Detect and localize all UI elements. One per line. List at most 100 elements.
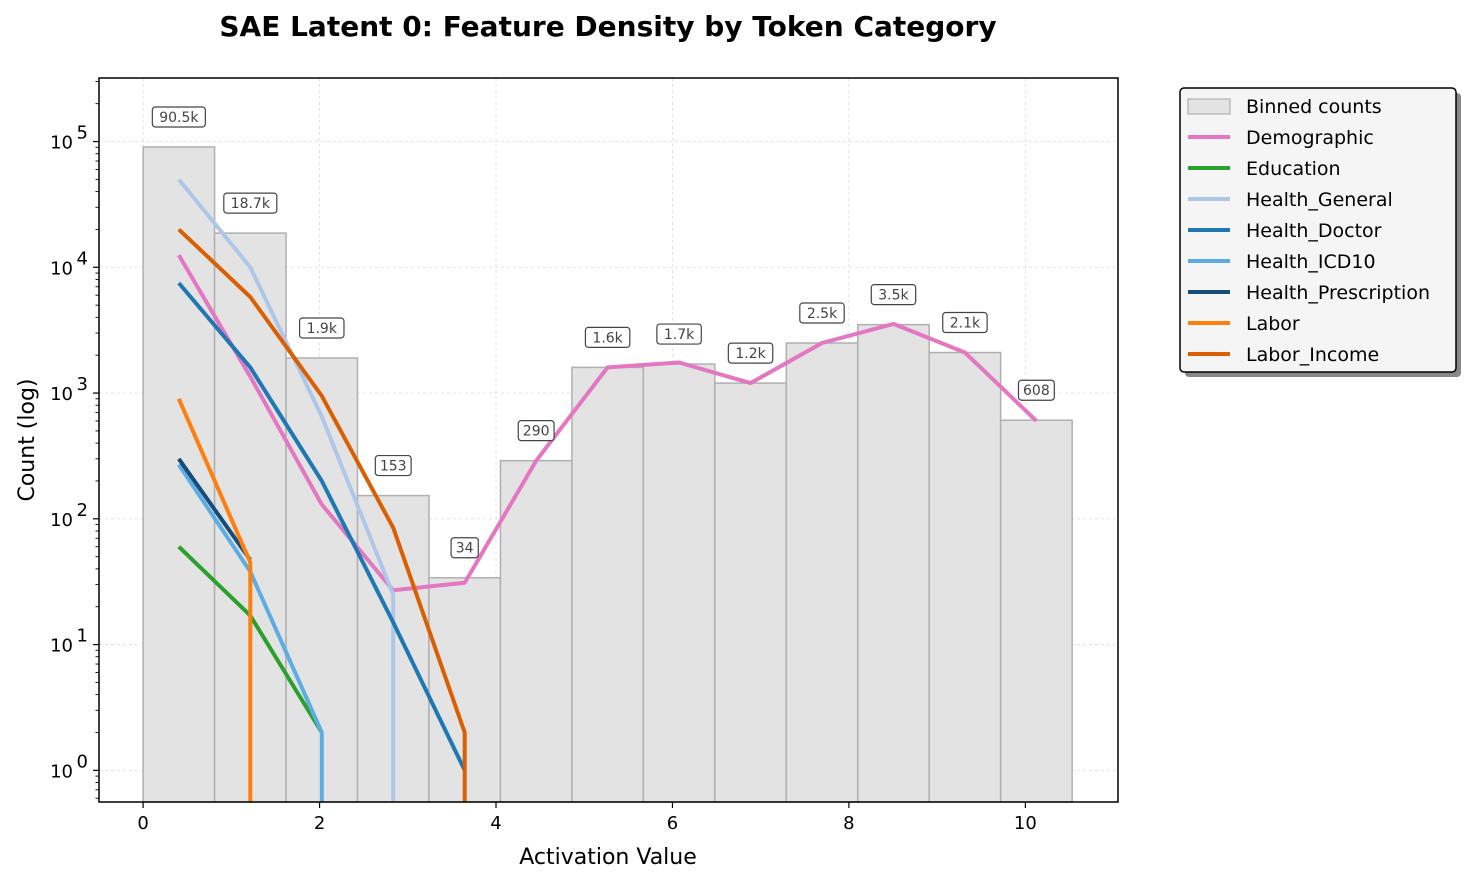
bar-label-box xyxy=(870,284,917,306)
legend: Binned counts Demographic Education Health_… xyxy=(1179,87,1461,377)
histogram-bar xyxy=(928,351,1002,803)
bar-label-text: 290 xyxy=(523,424,550,440)
bar-label-text: 90.5k xyxy=(159,110,199,126)
legend-label: Education xyxy=(1246,158,1341,180)
y-tick-exponent: 0 xyxy=(77,751,88,772)
legend-entry-health-icd10: Health_ICD10 xyxy=(1188,251,1376,273)
bar-label-text: 1.9k xyxy=(307,321,338,337)
legend-label: Labor_Income xyxy=(1246,344,1379,366)
legend-entry-binned-counts: Binned counts xyxy=(1187,96,1382,118)
bar-count-label: 34 xyxy=(450,537,479,559)
bar-label-box xyxy=(151,106,206,128)
histogram-bar xyxy=(642,363,716,803)
bar-label-box xyxy=(223,192,278,214)
bar-label-text: 18.7k xyxy=(231,196,271,212)
series-line-health-icd10 xyxy=(177,463,324,802)
y-tick-label: 10 xyxy=(50,384,73,405)
legend-entry-labor: Labor xyxy=(1188,313,1300,335)
bar-label-text: 153 xyxy=(380,459,407,475)
bar-label-box xyxy=(298,317,345,339)
bar-label-box xyxy=(727,342,774,364)
bar-label-box xyxy=(799,302,845,324)
legend-entry-demographic: Demographic xyxy=(1188,127,1374,149)
bar-count-label: 90.5k xyxy=(151,106,206,128)
bar-label-text: 1.2k xyxy=(735,346,766,362)
bar-label-text: 1.7k xyxy=(664,327,695,343)
series-lines xyxy=(176,178,1038,802)
histogram-bar xyxy=(785,342,859,803)
legend-label: Binned counts xyxy=(1246,96,1382,118)
legend-label: Labor xyxy=(1246,313,1300,335)
bar-label-text: 3.5k xyxy=(878,288,909,304)
bar-count-label: 608 xyxy=(1017,379,1055,401)
bar-count-label: 3.5k xyxy=(870,284,917,306)
x-axis-label: Activation Value xyxy=(519,845,697,870)
series-line-health-prescription xyxy=(177,457,252,562)
plot-area: 90.5k 18.7k 1.9k 153 34 290 1.6k 1.7k 1.2k 2.5k 3.… xyxy=(50,77,1119,834)
bar-label-text: 34 xyxy=(456,541,474,557)
histogram-bar xyxy=(571,366,645,803)
legend-label: Health_General xyxy=(1246,189,1393,211)
y-tick-label: 10 xyxy=(50,510,73,531)
legend-label: Health_Doctor xyxy=(1246,220,1382,242)
histogram-bar xyxy=(142,146,216,803)
bar-label-box xyxy=(656,323,702,345)
bar-count-label: 18.7k xyxy=(223,192,278,214)
bar-label-box xyxy=(1017,379,1055,401)
y-axis-label: Count (log) xyxy=(15,378,40,501)
histogram-bar xyxy=(999,419,1073,803)
legend-entry-health-prescription: Health_Prescription xyxy=(1188,282,1430,304)
chart-title: SAE Latent 0: Feature Density by Token C… xyxy=(219,10,996,43)
legend-entry-health-doctor: Health_Doctor xyxy=(1188,220,1382,242)
legend-label: Demographic xyxy=(1246,127,1374,149)
series-line-labor xyxy=(176,397,253,802)
y-tick-exponent: 2 xyxy=(77,500,88,521)
bar-label-box xyxy=(517,420,555,442)
histogram-bar xyxy=(714,382,788,803)
bar-label-text: 1.6k xyxy=(592,330,623,346)
bar-label-box xyxy=(584,326,631,348)
y-tick-exponent: 4 xyxy=(77,248,88,269)
bar-label-text: 2.5k xyxy=(807,306,838,322)
bar-label-box xyxy=(374,454,412,477)
legend-label: Health_Prescription xyxy=(1246,282,1430,304)
bar-label-text: 608 xyxy=(1023,383,1050,399)
y-tick-exponent: 5 xyxy=(77,123,88,144)
bar-count-label: 153 xyxy=(374,454,412,477)
x-tick-label: 6 xyxy=(667,813,678,834)
legend-box xyxy=(1179,87,1457,373)
legend-swatch xyxy=(1187,98,1231,115)
legend-entry-labor-income: Labor_Income xyxy=(1188,344,1379,366)
y-tick-label: 10 xyxy=(50,258,73,279)
bar-count-label: 1.6k xyxy=(584,326,631,348)
plot-frame xyxy=(98,77,1119,803)
series-line-health-general xyxy=(177,178,396,802)
bar-count-label: 2.1k xyxy=(942,311,988,334)
bar-count-label: 1.2k xyxy=(727,342,774,364)
bar-count-label: 290 xyxy=(517,420,555,442)
series-line-labor-income xyxy=(177,227,467,802)
series-line-demographic xyxy=(177,254,1038,593)
bar-count-label: 2.5k xyxy=(799,302,845,324)
legend-entry-education: Education xyxy=(1188,158,1341,180)
bar-count-label: 1.9k xyxy=(298,317,345,339)
histogram-bar xyxy=(856,323,930,803)
legend-entry-health-general: Health_General xyxy=(1188,189,1393,211)
x-tick-label: 8 xyxy=(843,813,854,834)
bar-count-labels: 90.5k 18.7k 1.9k 153 34 290 1.6k 1.7k 1.2k 2.5k 3.… xyxy=(151,106,1055,559)
series-line-health-doctor xyxy=(177,281,467,772)
bar-label-box xyxy=(450,537,479,559)
histogram-bar xyxy=(499,459,573,803)
y-tick-label: 10 xyxy=(50,636,73,657)
bar-label-text: 2.1k xyxy=(950,316,981,332)
x-tick-label: 4 xyxy=(490,813,501,834)
bar-count-label: 1.7k xyxy=(656,323,702,345)
x-tick-label: 0 xyxy=(137,813,148,834)
x-tick-label: 10 xyxy=(1014,813,1037,834)
y-tick-label: 10 xyxy=(50,761,73,782)
legend-label: Health_ICD10 xyxy=(1246,251,1376,273)
y-tick-exponent: 1 xyxy=(77,626,88,647)
x-tick-label: 2 xyxy=(314,813,325,834)
